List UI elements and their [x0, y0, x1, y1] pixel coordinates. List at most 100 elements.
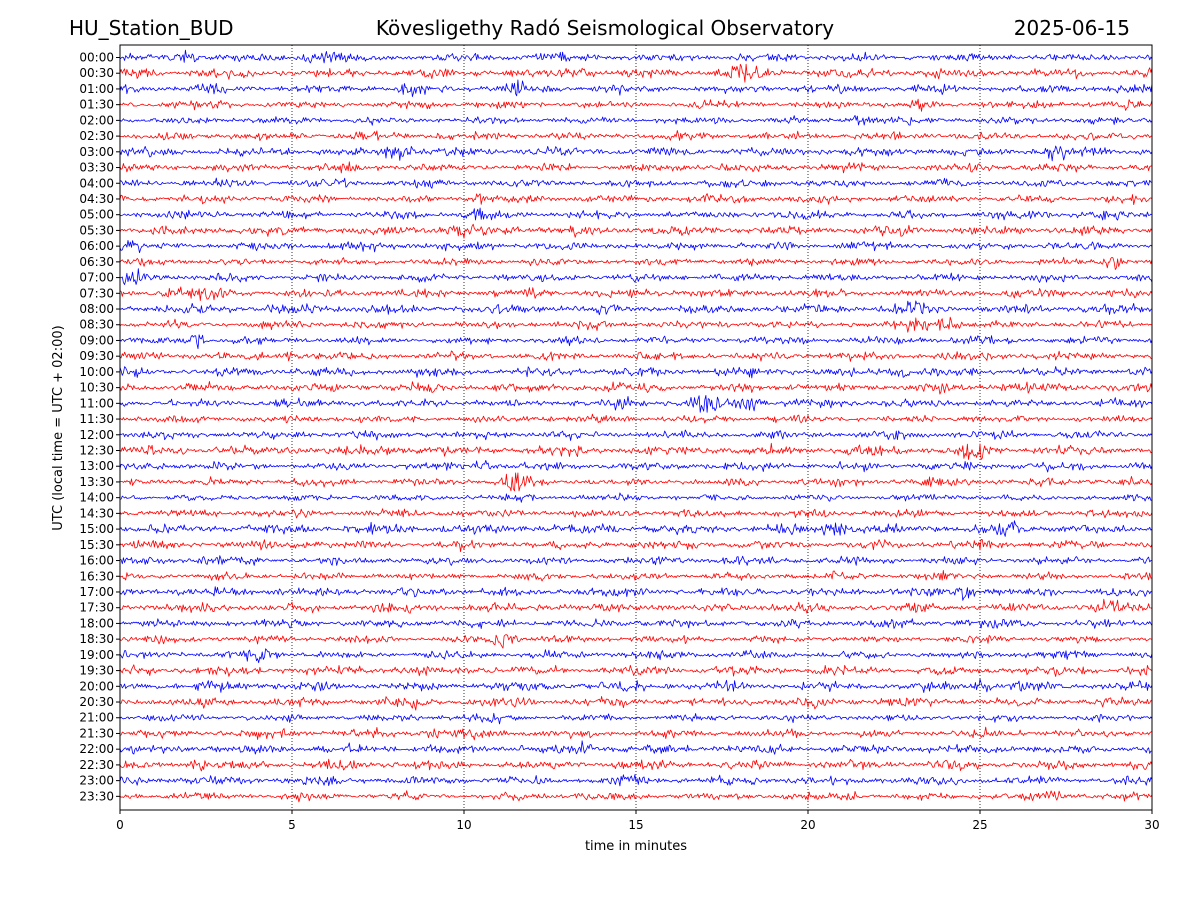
- y-tick-label-1530: 15:30: [79, 538, 114, 552]
- x-tick-label-10: 10: [456, 818, 471, 832]
- x-axis-label: time in minutes: [585, 839, 687, 854]
- trace-row-0600: [119, 240, 1153, 254]
- trace-row-1930: [119, 664, 1153, 677]
- y-tick-label-0230: 02:30: [79, 129, 114, 143]
- trace-row-1530: [119, 539, 1153, 553]
- trace-row-0500: [119, 207, 1153, 221]
- x-tick-label-0: 0: [116, 818, 124, 832]
- date-title: 2025-06-15: [1014, 16, 1130, 40]
- y-tick-label-1430: 14:30: [79, 506, 114, 520]
- trace-row-1200: [119, 429, 1153, 441]
- trace-row-0630: [119, 256, 1153, 270]
- y-tick-label-1400: 14:00: [79, 491, 114, 505]
- y-tick-label-1600: 16:00: [79, 554, 114, 568]
- y-tick-label-0830: 08:30: [79, 318, 114, 332]
- x-axis-ticks: 0 5 10 15 20 25 30: [116, 810, 1160, 832]
- y-tick-label-0400: 04:00: [79, 176, 114, 190]
- y-tick-label-0630: 06:30: [79, 255, 114, 269]
- y-tick-label-1630: 16:30: [79, 569, 114, 583]
- x-tick-label-25: 25: [972, 818, 987, 832]
- trace-row-1500: [119, 520, 1153, 537]
- y-tick-label-2230: 22:30: [79, 758, 114, 772]
- y-tick-label-0430: 04:30: [79, 192, 114, 206]
- trace-row-1300: [119, 460, 1153, 473]
- y-tick-label-0900: 09:00: [79, 333, 114, 347]
- trace-row-0830: [119, 316, 1153, 333]
- y-tick-label-0600: 06:00: [79, 239, 114, 253]
- trace-row-1230: [119, 442, 1153, 460]
- y-tick-label-1130: 11:30: [79, 412, 114, 426]
- y-tick-label-0330: 03:30: [79, 161, 114, 175]
- y-tick-label-1700: 17:00: [79, 585, 114, 599]
- trace-row-0200: [119, 115, 1153, 126]
- y-tick-label-2100: 21:00: [79, 711, 114, 725]
- y-tick-label-1030: 10:30: [79, 381, 114, 395]
- y-tick-label-0730: 07:30: [79, 286, 114, 300]
- y-tick-label-1730: 17:30: [79, 601, 114, 615]
- x-tick-label-20: 20: [800, 818, 815, 832]
- y-tick-label-1300: 13:00: [79, 459, 114, 473]
- trace-row-0400: [119, 177, 1153, 189]
- y-tick-label-1800: 18:00: [79, 616, 114, 630]
- trace-row-1730: [119, 598, 1153, 614]
- trace-row-1330: [120, 472, 1153, 492]
- trace-row-0430: [119, 193, 1153, 205]
- trace-row-2300: [119, 774, 1153, 787]
- trace-row-1130: [119, 413, 1153, 424]
- trace-row-1430: [119, 508, 1153, 519]
- trace-row-0530: [119, 223, 1153, 239]
- trace-row-1900: [119, 648, 1153, 664]
- trace-row-0330: [119, 161, 1153, 174]
- y-tick-label-2030: 20:30: [79, 695, 114, 709]
- y-tick-label-0300: 03:00: [79, 145, 114, 159]
- y-tick-label-0030: 00:30: [79, 66, 114, 80]
- trace-row-2130: [119, 726, 1153, 741]
- trace-row-1030: [119, 381, 1153, 395]
- y-tick-label-0100: 01:00: [79, 82, 114, 96]
- y-tick-label-0800: 08:00: [79, 302, 114, 316]
- trace-row-0730: [119, 286, 1153, 301]
- y-tick-label-1000: 10:00: [79, 365, 114, 379]
- y-tick-label-1330: 13:30: [79, 475, 114, 489]
- trace-row-1830: [119, 634, 1153, 649]
- trace-row-0900: [119, 334, 1153, 350]
- trace-row-2230: [119, 758, 1153, 772]
- x-tick-label-5: 5: [288, 818, 296, 832]
- trace-row-2030: [119, 696, 1153, 711]
- y-tick-label-1900: 19:00: [79, 648, 114, 662]
- trace-row-2100: [119, 712, 1153, 725]
- y-tick-label-2200: 22:00: [79, 742, 114, 756]
- y-tick-label-1100: 11:00: [79, 396, 114, 410]
- trace-row-0230: [120, 130, 1153, 142]
- trace-row-1700: [119, 586, 1153, 601]
- y-tick-label-2300: 23:00: [79, 774, 114, 788]
- y-tick-label-0530: 05:30: [79, 223, 114, 237]
- y-tick-label-1230: 12:30: [79, 444, 114, 458]
- seismic-traces: [119, 49, 1153, 803]
- x-tick-label-15: 15: [628, 818, 643, 832]
- trace-row-1800: [119, 618, 1153, 629]
- y-tick-label-0000: 00:00: [79, 51, 114, 65]
- trace-row-1630: [119, 570, 1153, 582]
- trace-row-0300: [119, 145, 1153, 162]
- station-title: HU_Station_BUD: [69, 16, 234, 40]
- y-tick-label-2330: 23:30: [79, 789, 114, 803]
- y-tick-label-2000: 20:00: [79, 679, 114, 693]
- y-tick-label-0930: 09:30: [79, 349, 114, 363]
- trace-row-2000: [119, 678, 1153, 693]
- y-tick-label-0200: 02:00: [79, 113, 114, 127]
- y-tick-label-1830: 18:30: [79, 632, 114, 646]
- trace-row-0800: [119, 300, 1153, 316]
- trace-row-1100: [119, 395, 1153, 413]
- trace-row-0700: [119, 268, 1153, 285]
- trace-row-0130: [119, 98, 1153, 112]
- trace-row-0100: [119, 79, 1153, 97]
- trace-row-0030: [119, 63, 1153, 83]
- y-tick-label-1200: 12:00: [79, 428, 114, 442]
- y-tick-label-0500: 05:00: [79, 208, 114, 222]
- observatory-title: Kövesligethy Radó Seismological Observat…: [376, 16, 834, 40]
- trace-row-1600: [119, 555, 1153, 566]
- x-tick-label-30: 30: [1144, 818, 1159, 832]
